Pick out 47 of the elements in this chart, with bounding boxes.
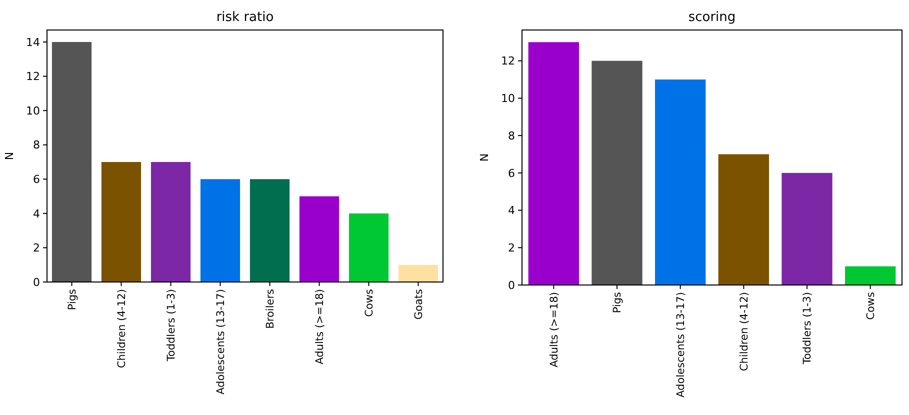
y-tick-label: 10 bbox=[501, 92, 515, 106]
y-tick-label: 6 bbox=[508, 166, 515, 180]
x-tick-label: Goats bbox=[412, 289, 425, 320]
bar bbox=[52, 42, 92, 282]
x-tick-label: Cows bbox=[865, 292, 878, 320]
x-tick-label: Toddlers (1-3) bbox=[802, 292, 814, 366]
bar bbox=[718, 154, 769, 285]
bar bbox=[845, 266, 896, 285]
x-tick-label: Broilers bbox=[264, 289, 276, 329]
chart-title: scoring bbox=[688, 10, 736, 25]
bar bbox=[299, 196, 340, 282]
y-axis-title: N bbox=[3, 152, 16, 160]
chart-title: risk ratio bbox=[216, 10, 274, 25]
y-tick-label: 4 bbox=[33, 207, 40, 220]
x-tick-label: Children (4-12) bbox=[116, 289, 128, 368]
y-tick-label: 10 bbox=[26, 104, 40, 118]
y-tick-label: 4 bbox=[508, 204, 515, 218]
bar bbox=[150, 162, 191, 282]
bar bbox=[398, 264, 438, 282]
x-tick-label: Toddlers (1-3) bbox=[165, 289, 178, 362]
y-tick-label: 12 bbox=[26, 70, 40, 84]
x-tick-label: Adolescents (13-17) bbox=[214, 289, 227, 394]
y-tick-label: 12 bbox=[501, 54, 515, 68]
x-tick-label: Pigs bbox=[66, 289, 78, 310]
bar bbox=[528, 42, 579, 285]
x-tick-label: Adults (>=18) bbox=[314, 289, 326, 364]
y-axis-title: N bbox=[478, 153, 491, 162]
bar bbox=[655, 80, 706, 285]
y-tick-label: 6 bbox=[33, 172, 40, 186]
y-tick-label: 14 bbox=[26, 36, 40, 49]
bar bbox=[782, 172, 832, 285]
y-tick-label: 8 bbox=[33, 138, 40, 152]
y-tick-label: 0 bbox=[33, 276, 40, 289]
bar bbox=[250, 179, 290, 282]
x-tick-label: Adolescents (13-17) bbox=[675, 292, 688, 398]
bar bbox=[592, 60, 642, 285]
x-tick-label: Pigs bbox=[612, 292, 624, 314]
y-tick-label: 2 bbox=[508, 241, 515, 254]
y-tick-label: 0 bbox=[508, 278, 515, 292]
y-tick-label: 8 bbox=[508, 129, 515, 142]
y-tick-label: 2 bbox=[33, 242, 40, 255]
bar bbox=[348, 213, 389, 282]
bar bbox=[101, 162, 142, 282]
x-tick-label: Cows bbox=[363, 289, 376, 317]
x-tick-label: Adults (>=18) bbox=[548, 292, 560, 368]
x-tick-label: Children (4-12) bbox=[738, 292, 750, 372]
bar bbox=[200, 179, 240, 282]
